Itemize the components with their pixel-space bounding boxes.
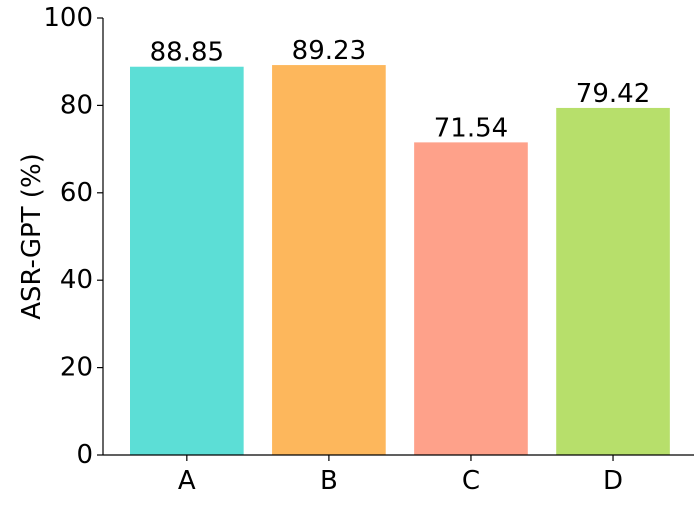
x-ticks-layer: A B C D (178, 455, 623, 496)
x-tick-label: A (178, 466, 196, 496)
bar-b (272, 65, 386, 455)
x-tick-label: C (462, 466, 480, 496)
y-tick-label: 0 (76, 440, 93, 470)
y-tick-label: 20 (60, 353, 93, 383)
bar-value-label: 79.42 (576, 79, 650, 109)
value-labels-layer: 88.85 89.23 71.54 79.42 (150, 36, 651, 143)
bar-a (130, 66, 244, 456)
bar-c (414, 142, 528, 456)
bar-value-label: 88.85 (150, 38, 224, 68)
bars-layer (130, 65, 670, 456)
y-tick-label: 40 (60, 265, 93, 295)
y-tick-label: 60 (60, 178, 93, 208)
axes-layer (102, 18, 694, 456)
x-tick-label: B (320, 466, 338, 496)
y-tick-label: 100 (43, 3, 93, 33)
y-axis-title: ASR-GPT (%) (17, 153, 47, 320)
bar-d (556, 107, 670, 455)
bar-value-label: 71.54 (434, 113, 508, 143)
x-tick-label: D (603, 466, 623, 496)
bar-value-label: 89.23 (292, 36, 366, 66)
y-ticks-layer: 0 20 40 60 80 100 (43, 3, 103, 470)
y-tick-label: 80 (60, 90, 93, 120)
